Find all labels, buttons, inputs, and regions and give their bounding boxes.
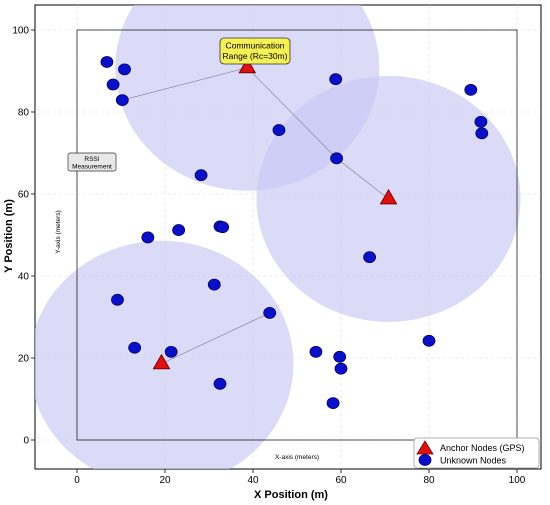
legend-label-unknown: Unknown Nodes bbox=[440, 456, 507, 466]
unknown-node-point bbox=[100, 56, 114, 68]
inner-y-axis-label: Y-axis (meters) bbox=[55, 210, 62, 253]
rssi-callout: RSSI Measurement bbox=[67, 152, 117, 172]
anchor-node-point bbox=[152, 353, 171, 370]
unknown-node-point bbox=[213, 377, 227, 390]
x-tick-label: 80 bbox=[423, 475, 435, 486]
unknown-node-point bbox=[333, 350, 347, 363]
x-tick-label: 0 bbox=[74, 475, 80, 486]
rssi-link-line bbox=[122, 67, 248, 101]
x-axis-title: X Position (m) bbox=[254, 489, 328, 501]
y-tick-label: 100 bbox=[12, 26, 29, 37]
rssi-label-2: Measurement bbox=[72, 164, 112, 171]
anchor-node-point bbox=[379, 188, 398, 205]
unknown-node-point bbox=[272, 124, 286, 136]
legend-triangle-icon bbox=[416, 440, 434, 455]
rssi-label-1: RSSI bbox=[84, 156, 99, 163]
y-axis-title: Y Position (m) bbox=[3, 199, 15, 273]
unknown-node-point bbox=[474, 115, 488, 128]
unknown-node-point bbox=[475, 127, 489, 140]
y-tick-label: 80 bbox=[18, 108, 30, 119]
coverage-circle bbox=[35, 240, 294, 469]
coverage-circles bbox=[35, 5, 521, 469]
y-tick-label: 40 bbox=[18, 272, 30, 283]
unknown-node-point bbox=[334, 362, 348, 375]
unknown-node-point bbox=[111, 293, 124, 306]
x-tick-label: 20 bbox=[159, 475, 171, 486]
unknown-node-point bbox=[216, 221, 230, 234]
y-tick-label: 60 bbox=[18, 190, 30, 201]
comm-range-label-1: Communication bbox=[225, 41, 284, 51]
legend-label-anchor: Anchor Nodes (GPS) bbox=[440, 443, 525, 453]
deployment-area-box bbox=[76, 29, 518, 441]
unknown-node-point bbox=[422, 334, 436, 347]
x-tick-label: 60 bbox=[335, 475, 347, 486]
rssi-links bbox=[122, 67, 389, 365]
legend: Anchor Nodes (GPS) Unknown Nodes bbox=[413, 437, 540, 469]
unknown-node-point bbox=[106, 78, 120, 91]
unknown-node-point bbox=[330, 152, 344, 165]
comm-range-callout: Communication Range (Rc=30m) bbox=[219, 37, 291, 65]
rssi-link-line bbox=[336, 158, 389, 200]
axis-ticks: 0 20 40 60 80 100 0 20 40 60 80 100 bbox=[12, 26, 525, 487]
y-tick-label: 0 bbox=[23, 436, 29, 447]
data-points bbox=[100, 56, 489, 410]
unknown-node-point bbox=[329, 73, 343, 86]
unknown-node-point bbox=[115, 94, 129, 107]
y-tick-label: 20 bbox=[18, 354, 30, 365]
legend-circle-icon bbox=[418, 454, 432, 466]
unknown-node-point bbox=[363, 251, 377, 264]
unknown-node-point bbox=[207, 278, 221, 291]
unknown-node-point bbox=[194, 169, 208, 182]
unknown-node-point bbox=[128, 341, 142, 354]
comm-range-label-2: Range (Rc=30m) bbox=[223, 51, 288, 61]
unknown-node-point bbox=[141, 231, 155, 244]
rssi-link-line bbox=[247, 67, 337, 159]
x-tick-label: 40 bbox=[247, 475, 259, 486]
unknown-node-point bbox=[309, 345, 323, 358]
inner-x-axis-label: X-axis (meters) bbox=[275, 454, 319, 461]
rssi-link-line bbox=[161, 312, 270, 365]
unknown-node-point bbox=[118, 63, 131, 76]
unknown-node-point bbox=[172, 224, 186, 236]
anchor-node-point bbox=[238, 57, 257, 74]
unknown-node-point bbox=[326, 397, 340, 410]
unknown-node-point bbox=[464, 83, 478, 96]
x-tick-label: 100 bbox=[509, 475, 526, 486]
unknown-node-point bbox=[263, 306, 277, 319]
unknown-node-point bbox=[164, 345, 178, 358]
